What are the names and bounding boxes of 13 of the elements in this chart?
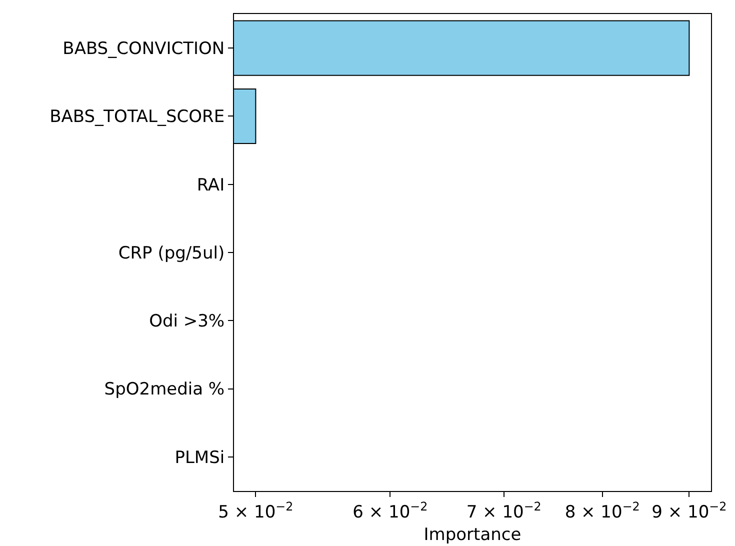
- x-tick-label: 6 × 10$^{−2}$: [352, 499, 428, 522]
- y-tick-label: PLMSi: [174, 448, 225, 468]
- y-tick-label: SpO2media %: [104, 380, 225, 400]
- y-tick-label: BABS_TOTAL_SCORE: [50, 107, 225, 128]
- y-tick-label: RAI: [196, 175, 225, 196]
- x-tick-label: 7 × 10$^{−2}$: [466, 499, 542, 522]
- y-tick-label: Odi >3%: [149, 312, 225, 332]
- y-tick-label: BABS_CONVICTION: [62, 39, 225, 60]
- x-tick-label: 9 × 10$^{−2}$: [652, 499, 727, 522]
- y-tick-label: CRP (pg/5ul): [118, 243, 225, 264]
- x-tick-label: 8 × 10$^{−2}$: [564, 499, 640, 522]
- x-tick-label: 5 × 10$^{−2}$: [218, 499, 294, 522]
- x-axis-title: Importance: [424, 524, 522, 545]
